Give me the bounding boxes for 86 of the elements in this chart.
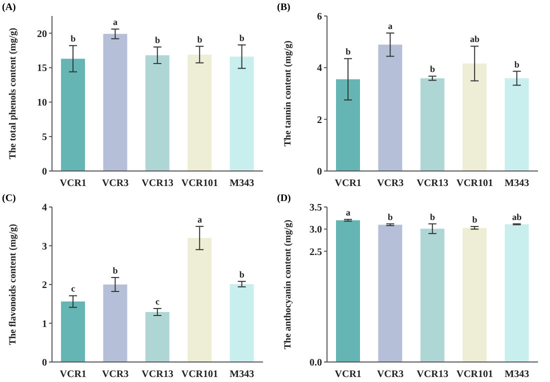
chart-title: (C): [2, 193, 16, 204]
y-tick-label: 0: [42, 166, 47, 178]
y-tick-label: 0: [317, 166, 322, 178]
y-tick-label: 3.5: [310, 202, 322, 214]
annotation: b: [239, 32, 244, 43]
annotation: b: [346, 46, 351, 57]
x-tick-label: M343: [230, 369, 254, 380]
annotation: b: [112, 266, 118, 276]
bar: [188, 238, 212, 362]
x-tick-label: VCR101: [181, 369, 218, 380]
bar: [420, 228, 444, 362]
annotation: b: [514, 59, 520, 70]
y-tick-label: 4: [317, 63, 322, 74]
annotation: a: [346, 207, 351, 218]
annotation: b: [430, 64, 436, 74]
x-tick-label: VCR13: [142, 369, 174, 380]
chart-title: (D): [277, 193, 291, 204]
y-tick-label: 0.0: [310, 358, 322, 369]
annotation: c: [71, 284, 76, 294]
annotation: b: [239, 269, 244, 280]
annotation: b: [197, 34, 202, 44]
annotation: b: [430, 212, 436, 222]
x-tick-label: VCR101: [181, 178, 218, 190]
y-tick-label: 1: [42, 318, 47, 330]
bar: [103, 34, 128, 171]
annotation: ab: [512, 212, 522, 222]
x-tick-label: VCR13: [416, 369, 448, 380]
bar: [504, 78, 529, 171]
y-tick-label: 2.5: [310, 246, 322, 258]
y-tick-label: 6: [317, 12, 322, 23]
y-axis-title: The tannin content (mg/g): [283, 40, 294, 146]
bar: [504, 224, 529, 362]
annotation: ab: [470, 34, 480, 44]
annotation: c: [156, 296, 160, 307]
x-tick-label: VCR3: [376, 369, 404, 380]
y-tick-label: 15: [37, 63, 47, 74]
annotation: a: [388, 21, 394, 32]
bar: [230, 56, 254, 171]
x-tick-label: VCR1: [60, 178, 86, 190]
annotation: a: [197, 214, 202, 224]
y-tick-label: 10: [37, 98, 47, 109]
bar: [145, 312, 170, 362]
x-tick-label: VCR3: [102, 369, 129, 380]
bar: [336, 79, 360, 171]
bar: [230, 284, 254, 362]
x-tick-label: VCR1: [334, 178, 362, 190]
bar: [462, 64, 487, 171]
x-tick-label: VCR1: [60, 369, 86, 380]
bar: [61, 58, 85, 171]
annotation: a: [113, 17, 118, 28]
y-axis-title: The total phenols content (mg/g): [8, 28, 18, 160]
x-tick-label: VCR101: [456, 369, 494, 380]
y-axis-title: The flavonoids content (mg/g): [8, 224, 18, 346]
bar: [462, 228, 487, 362]
x-tick-label: VCR13: [416, 178, 448, 190]
bar: [103, 284, 128, 362]
annotation: b: [154, 35, 160, 45]
y-tick-label: 3: [42, 241, 47, 252]
bar: [378, 224, 402, 362]
bar: [378, 44, 402, 171]
y-tick-label: 3.0: [310, 224, 322, 236]
chart-title: (A): [2, 2, 16, 13]
annotation: b: [388, 212, 393, 222]
x-tick-label: M343: [504, 369, 530, 380]
bar: [188, 54, 212, 171]
annotation: b: [472, 214, 478, 224]
x-tick-label: VCR13: [142, 178, 174, 190]
y-tick-label: 5: [42, 132, 47, 144]
annotation: b: [70, 34, 76, 44]
bar: [145, 55, 170, 171]
x-tick-label: VCR3: [376, 178, 404, 190]
bar: [336, 220, 360, 362]
y-tick-label: 20: [37, 28, 47, 40]
chart-title: (B): [277, 2, 290, 13]
bar: [61, 302, 85, 362]
x-tick-label: M343: [504, 178, 530, 190]
y-tick-label: 2: [42, 280, 47, 292]
y-tick-label: 0: [42, 358, 47, 369]
y-tick-label: 2: [317, 114, 322, 126]
y-tick-label: 4: [42, 202, 47, 214]
x-tick-label: VCR1: [334, 369, 362, 380]
x-tick-label: VCR101: [456, 178, 494, 190]
y-axis-title: The anthocyanin content (mg/g): [283, 220, 294, 350]
x-tick-label: VCR3: [102, 178, 129, 190]
x-tick-label: M343: [230, 178, 254, 190]
bar: [420, 78, 444, 171]
